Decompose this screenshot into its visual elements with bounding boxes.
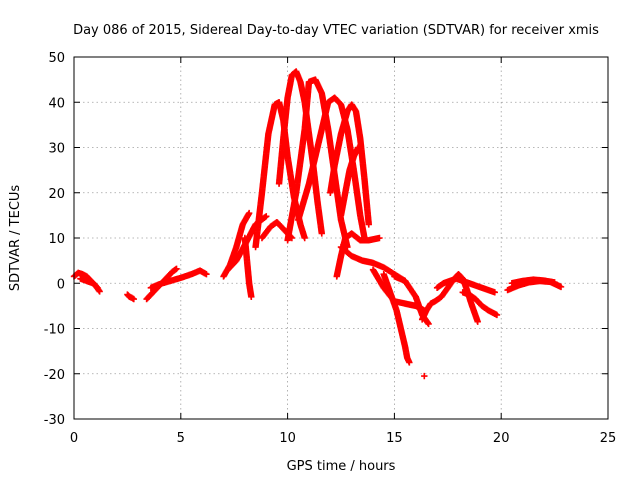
series-arc-24 [421,372,428,380]
series-arc-2 [77,275,101,291]
series-arc-21 [418,271,481,325]
series-arc-5 [147,267,210,291]
series-arc-23 [459,289,501,319]
series-arc-17 [337,243,409,285]
data-point-marker [94,284,101,291]
data-point-marker [301,234,308,242]
y-tick-label: 10 [48,232,65,247]
y-tick-label: -10 [44,323,65,338]
x-tick-label: 20 [493,431,510,446]
axis-ticks: 0 5 10 15 20 25 -30 -20 -10 0 10 20 30 40 50 [44,51,617,446]
x-tick-label: 25 [600,431,617,446]
data-point-marker [491,289,498,296]
data-point-marker [421,372,428,380]
y-tick-label: 0 [57,277,65,292]
data-point-marker [406,359,413,366]
data-points [70,68,565,380]
x-tick-label: 0 [70,431,78,446]
x-axis-label: GPS time / hours [287,459,396,474]
y-tick-label: 20 [48,187,65,202]
series-arc-13 [295,94,368,242]
data-point-marker [551,279,558,286]
x-tick-label: 10 [279,431,296,446]
data-point-marker [425,320,432,328]
data-point-marker [173,265,180,272]
y-tick-label: 30 [48,142,65,157]
series-arc-26 [508,276,558,287]
series-arc-22 [433,275,498,296]
data-point-marker [245,209,253,217]
data-point-marker [130,295,138,303]
data-point-marker [96,288,103,295]
chart-title: Day 086 of 2015, Sidereal Day-to-day VTE… [73,23,599,38]
data-point-marker [203,271,210,278]
series-arc-20 [369,266,428,314]
data-point-marker [318,230,325,237]
y-tick-label: -20 [44,368,65,383]
y-tick-label: 40 [48,96,65,111]
data-point-marker [474,318,481,325]
data-point-marker [376,234,383,242]
series-arc-3 [124,291,138,303]
data-point-marker [248,293,255,301]
x-tick-label: 15 [386,431,403,446]
data-point-marker [493,311,501,319]
y-tick-label: -30 [44,413,65,428]
data-point-marker [365,221,372,228]
series-arc-15 [337,144,362,219]
y-tick-label: 50 [48,51,65,66]
y-axis-label: SDTVAR / TECUs [8,185,23,292]
series-arc-14 [327,101,372,228]
data-point-marker [263,213,270,220]
data-point-marker [354,144,362,151]
data-point-marker [557,283,565,291]
series-arc-11 [275,68,325,237]
data-point-marker [93,283,100,291]
x-tick-label: 5 [177,431,185,446]
